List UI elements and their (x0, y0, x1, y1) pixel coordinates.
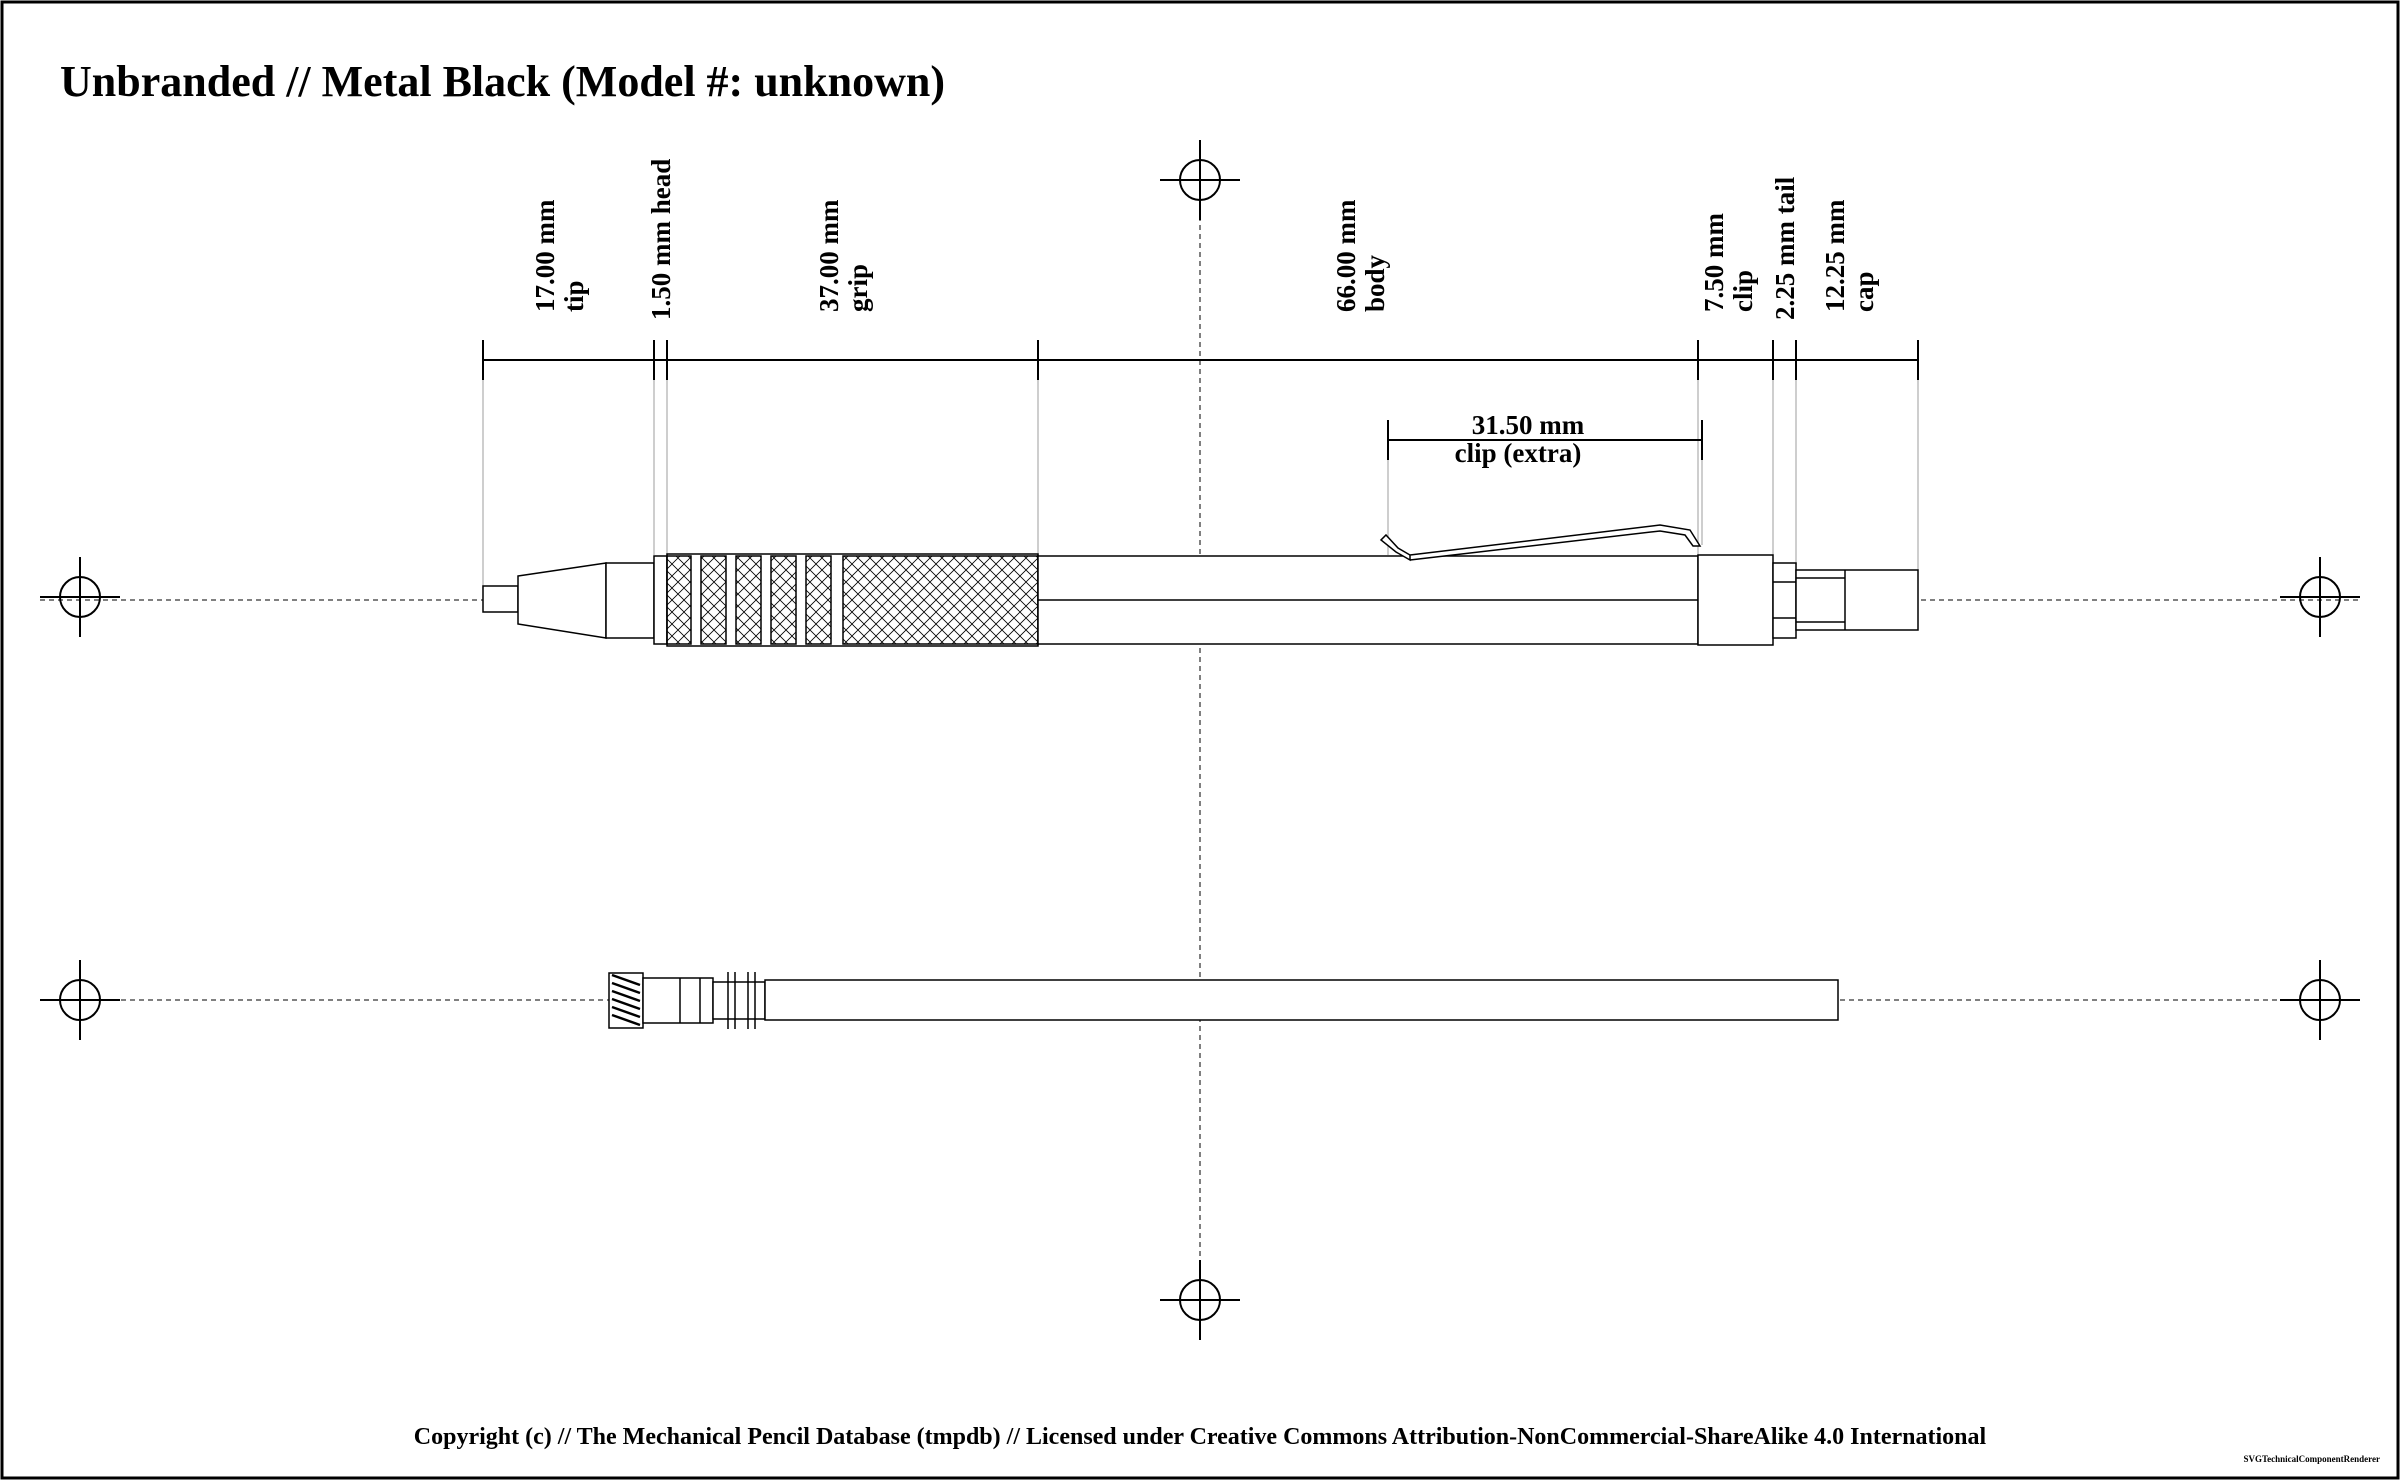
pencil-clip-ring (1697, 554, 1774, 646)
registration-mark-left-lower (40, 960, 120, 1040)
mechanism-spring (608, 972, 644, 1029)
dim-tip-value: 17.00 mm (530, 199, 560, 312)
dimension-chain (482, 340, 1919, 380)
pencil-cap (1795, 569, 1919, 631)
dim-clip-label: clip (1728, 270, 1758, 312)
dim-head-value: 1.50 mm head (646, 159, 676, 320)
pencil-assembled (482, 524, 1919, 647)
dim-tail-value: 2.25 mm tail (1770, 176, 1800, 320)
dim-body-value: 66.00 mm (1331, 199, 1361, 312)
dim-cap-label: cap (1849, 272, 1879, 313)
dim-cap-value: 12.25 mm (1820, 199, 1850, 312)
registration-mark-left-upper (40, 557, 120, 637)
page-title: Unbranded // Metal Black (Model #: unkno… (60, 57, 945, 106)
dim-grip-label: grip (843, 264, 873, 312)
mechanism-clutch (712, 972, 766, 1029)
registration-mark-bottom (1160, 1260, 1240, 1340)
pencil-clip (1379, 524, 1702, 562)
center-lines (40, 180, 2360, 1330)
pencil-tip (482, 562, 655, 639)
pencil-body (1037, 555, 1699, 645)
extra-dimension-line (1387, 420, 1703, 460)
registration-marks (40, 140, 2360, 1340)
dim-extra-label: clip (extra) (1455, 438, 1582, 468)
dim-clip-value: 7.50 mm (1699, 213, 1729, 312)
mechanism-chuck (642, 977, 714, 1024)
dim-grip-value: 37.00 mm (814, 199, 844, 312)
lead-mechanism (608, 972, 1839, 1029)
renderer-credit: SVGTechnicalComponentRenderer (2243, 1454, 2380, 1464)
pencil-grip (666, 553, 1039, 647)
copyright-footer: Copyright (c) // The Mechanical Pencil D… (413, 1424, 1987, 1450)
registration-mark-right-upper (2280, 557, 2360, 637)
mechanism-lead-tube (764, 979, 1839, 1021)
dim-extra-value: 31.50 mm (1472, 410, 1585, 440)
pencil-head (653, 555, 668, 645)
dim-tip-label: tip (559, 280, 589, 312)
pencil-tail (1772, 562, 1797, 639)
registration-mark-right-lower (2280, 960, 2360, 1040)
registration-mark-top (1160, 140, 1240, 220)
dimension-labels: 17.00 mm tip 1.50 mm head 37.00 mm grip … (530, 159, 1879, 468)
dim-body-label: body (1360, 254, 1390, 312)
